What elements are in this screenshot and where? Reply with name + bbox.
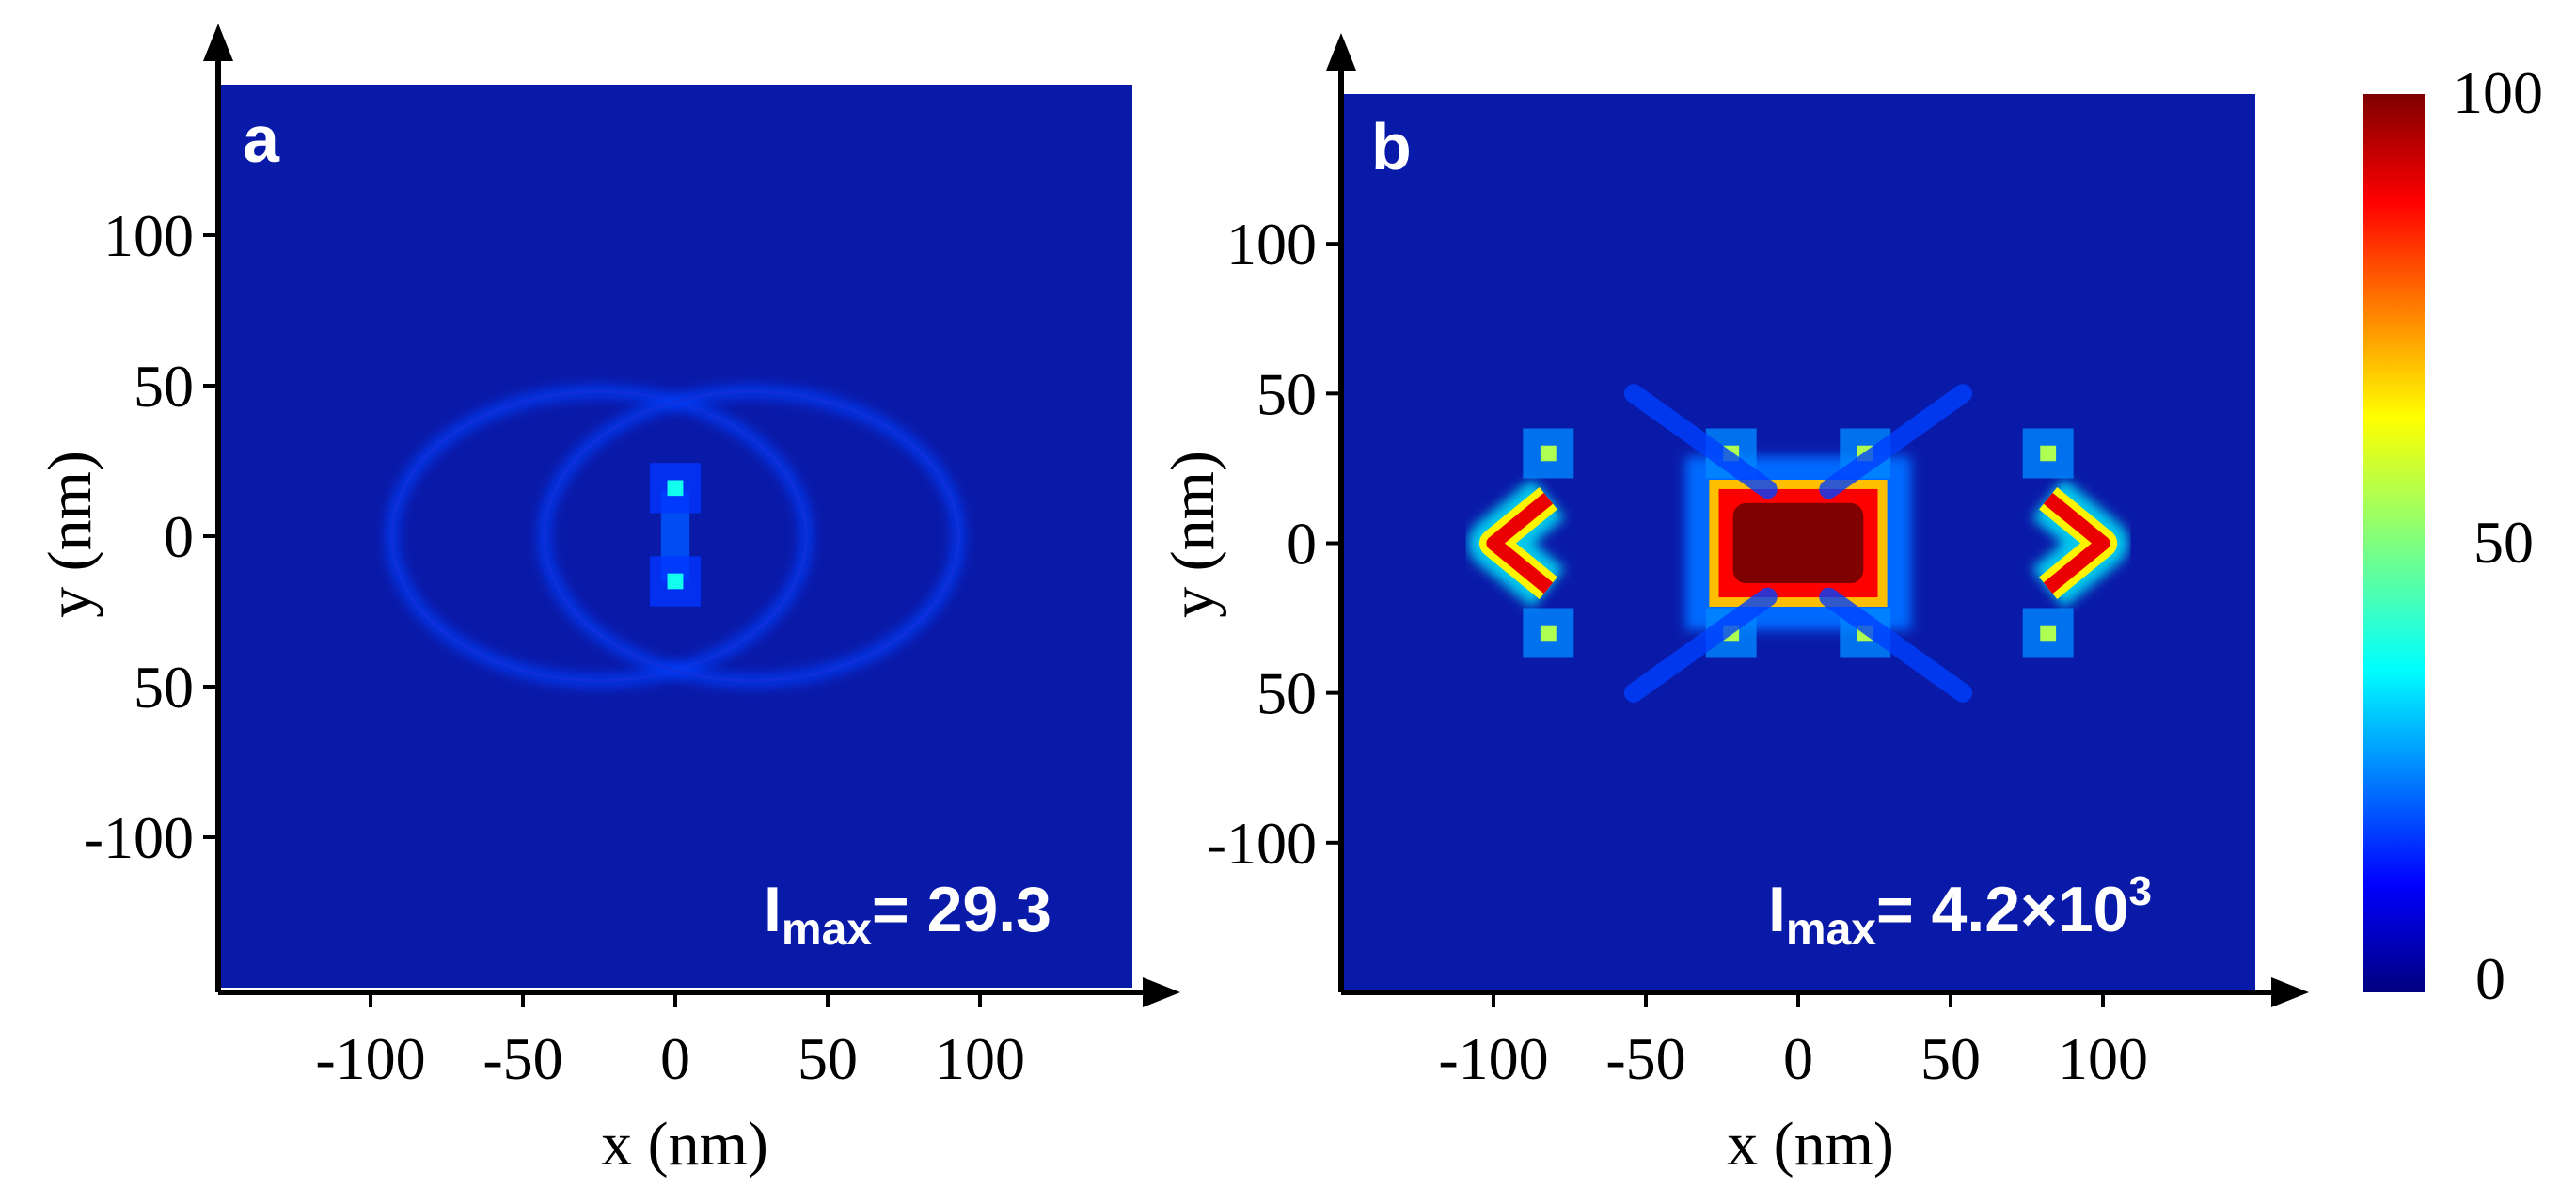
field-chevron [2043, 492, 2110, 594]
y-axis-arrow [1326, 33, 1356, 71]
colorbar-mid-label: 50 [2473, 509, 2534, 576]
field-arc-core [543, 389, 960, 683]
y-tick-label: 50 [134, 654, 194, 721]
imax-label-b: Imax= 4.2×103 [1768, 868, 2152, 955]
field-feature-arc [385, 385, 814, 688]
colorbar-min-label: 0 [2475, 945, 2505, 1012]
field-feature-chevron [2031, 478, 2128, 609]
field-spot [2040, 625, 2057, 642]
y-axis-title-a: y (nm) [36, 451, 104, 618]
field-arc-core [390, 389, 808, 683]
hot-region-core [1732, 502, 1864, 584]
y-tick-label: 100 [103, 202, 194, 269]
y-tick-label: 50 [1256, 660, 1317, 727]
imax-base-a: I [764, 874, 782, 945]
x-tick-label: -100 [1438, 1025, 1548, 1092]
field-diag [1819, 384, 1973, 499]
field-chevron [1486, 492, 1554, 594]
y-tick-label: -100 [1207, 810, 1317, 877]
x-tick-label: -50 [482, 1025, 562, 1092]
field-feature-hot-rect [1685, 456, 1911, 630]
y-axis-arrow [203, 24, 233, 61]
x-axis-title-a: x (nm) [601, 1110, 768, 1179]
heatmap-a [218, 85, 1132, 988]
field-spot [667, 480, 684, 497]
field-spot [2040, 445, 2057, 462]
field-diag [1623, 587, 1778, 703]
imax-label-a: Imax= 29.3 [764, 874, 1051, 955]
colorbar-gradient [2363, 94, 2425, 992]
imax-base-b: I [1768, 874, 1786, 945]
imax-sub-a: max [782, 905, 872, 955]
x-tick-label: -100 [315, 1025, 425, 1092]
field-feature-diag [1819, 384, 1973, 499]
imax-value-a: = 29.3 [872, 874, 1051, 945]
field-diag [1623, 384, 1778, 499]
x-axis-title-b: x (nm) [1727, 1110, 1894, 1179]
colorbar-max-label: 100 [2453, 59, 2543, 126]
field-feature-diag [1819, 587, 1973, 703]
x-tick-label: 100 [935, 1025, 1025, 1092]
axes-b: -100 -50 0 50 100 100 50 0 50 -100 [1207, 33, 2309, 1092]
field-feature-spot [2022, 608, 2074, 658]
colorbar: 100 50 0 [2363, 59, 2543, 1012]
imax-value-b: = 4.2×10 [1876, 874, 2128, 945]
field-feature-chevron [1468, 478, 1565, 609]
field-spot [667, 573, 684, 590]
x-tick-label: 50 [1920, 1025, 1981, 1092]
panel-letter-b: b [1371, 110, 1412, 183]
field-diag [1819, 587, 1973, 703]
panel-letter-a: a [243, 103, 280, 176]
y-tick-label: 50 [134, 353, 194, 420]
field-feature-spot [1523, 608, 1574, 658]
field-feature-spot [1523, 428, 1574, 479]
field-feature-spot [650, 463, 701, 514]
axes-a: -100 -50 0 50 100 100 50 0 50 -100 [84, 24, 1180, 1092]
field-feature-arc [537, 385, 966, 688]
imax-sub-b: max [1786, 905, 1876, 955]
y-tick-label: 50 [1256, 360, 1317, 427]
field-feature-diag [1623, 384, 1778, 499]
x-tick-label: 0 [1783, 1025, 1813, 1092]
field-feature-spot [650, 556, 701, 607]
imax-sup-b: 3 [2128, 868, 2151, 914]
y-tick-label: 0 [1287, 511, 1317, 578]
y-tick-label: -100 [84, 804, 194, 871]
x-tick-label: -50 [1605, 1025, 1685, 1092]
x-tick-label: 50 [798, 1025, 858, 1092]
y-axis-title-b: y (nm) [1159, 451, 1227, 618]
field-spot [1540, 445, 1557, 462]
field-spot [1540, 625, 1557, 642]
panel-b: b Imax= 4.2×103 -100 -50 0 50 10010050050-10… [1159, 33, 2309, 1179]
field-feature-diag [1623, 587, 1778, 703]
panel-a: a Imax= 29.3 -100 -50 0 50 100 100 50 0 50 -100 x… [36, 24, 1180, 1179]
field-feature-spot [2022, 428, 2074, 479]
heatmap-b [1341, 94, 2255, 992]
x-axis-arrow [1143, 977, 1180, 1007]
y-tick-label: 100 [1226, 211, 1317, 277]
x-axis-arrow [2271, 977, 2309, 1007]
x-tick-label: 0 [660, 1025, 690, 1092]
x-tick-label: 100 [2058, 1025, 2148, 1092]
y-tick-label: 0 [164, 503, 194, 570]
